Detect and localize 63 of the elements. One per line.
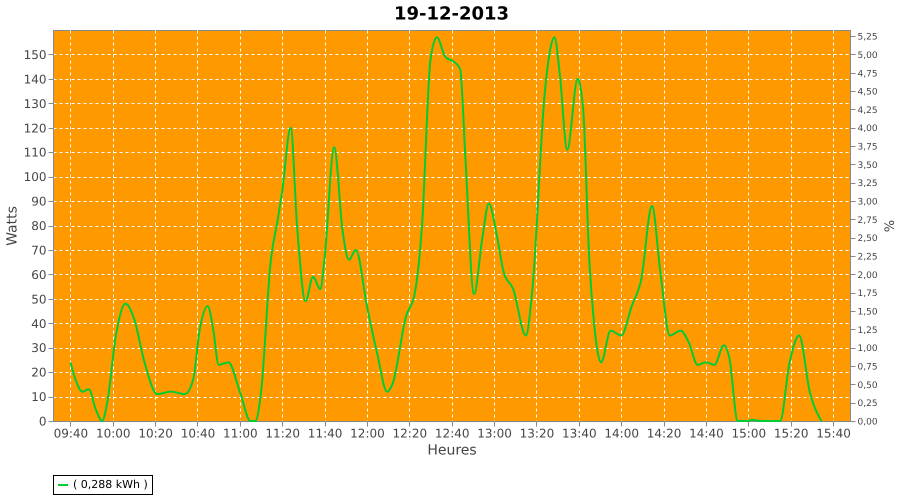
x-tick-label: 10:40 (180, 426, 216, 440)
y-tick-label: 20 (31, 366, 46, 380)
x-tick-label: 13:40 (562, 426, 597, 440)
y2-tick-label: 1,25 (858, 326, 878, 336)
y2-tick-label: 3,25 (858, 179, 878, 190)
y2-tick-label: 2,75 (858, 216, 878, 226)
y2-tick-label: 1,50 (858, 308, 878, 318)
y2-tick-label: 4,50 (858, 88, 878, 98)
y-tick-label: 10 (31, 390, 46, 404)
y2-tick-label: 0,75 (858, 362, 878, 373)
y-tick-label: 40 (31, 316, 46, 331)
y2-tick-label: 2,25 (858, 252, 878, 263)
x-tick-label: 10:20 (138, 426, 173, 440)
chart-title: 19-12-2013 (394, 3, 510, 24)
x-tick-label: 13:20 (520, 426, 554, 440)
y2-tick-label: 5,25 (858, 32, 878, 43)
x-axis-title: Heures (427, 442, 477, 458)
x-tick-label: 13:00 (477, 426, 512, 440)
y2-tick-label: 0,25 (858, 399, 878, 410)
y-tick-label: 150 (24, 48, 46, 62)
y2-tick-label: 5,00 (858, 50, 878, 61)
x-tick-label: 11:40 (308, 426, 342, 440)
y2-tick-label: 3,75 (858, 142, 878, 153)
y2-tick-label: 4,00 (858, 124, 878, 134)
x-tick-label: 12:00 (350, 426, 385, 440)
y2-tick-label: 4,25 (858, 106, 878, 116)
y-tick-label: 140 (24, 72, 46, 86)
y-tick-label: 80 (31, 219, 46, 233)
x-tick-label: 15:20 (774, 426, 808, 440)
y-tick-label: 0 (38, 414, 46, 428)
y-tick-label: 130 (24, 96, 46, 111)
x-tick-label: 14:20 (646, 426, 682, 440)
y2-tick-label: 1,75 (858, 289, 878, 300)
x-tick-label: 11:20 (265, 426, 300, 440)
x-tick-label: 15:00 (732, 426, 766, 440)
line-series (69, 36, 822, 422)
y2-tick-label: 0,00 (858, 418, 878, 428)
y2-tick-label: 3,00 (858, 198, 878, 208)
y-tick-label: 110 (24, 146, 46, 160)
y2-tick-label: 2,50 (858, 234, 878, 244)
y2-tick-label: 4,75 (858, 69, 878, 80)
y-tick-label: 50 (31, 292, 46, 306)
y-tick-label: 60 (31, 268, 46, 282)
legend-label: ( 0,288 kWh ) (73, 478, 148, 491)
y-tick-label: 120 (24, 121, 46, 136)
x-tick-label: 09:40 (54, 426, 88, 440)
y-tick-label: 90 (31, 194, 46, 209)
y2-tick-label: 1,00 (858, 344, 878, 354)
y-axis-title: Watts (4, 206, 21, 246)
y2-tick-label: 2,00 (858, 270, 878, 281)
x-tick-label: 12:20 (392, 426, 428, 440)
y2-tick-label: 0,50 (858, 380, 878, 391)
x-tick-label: 15:40 (816, 426, 851, 440)
y-tick-label: 100 (24, 170, 46, 184)
x-tick-label: 14:00 (604, 426, 639, 440)
x-tick-label: 11:00 (223, 426, 258, 440)
y-tick-label: 30 (31, 341, 46, 356)
y2-tick-label: 3,50 (858, 160, 878, 171)
x-tick-label: 10:00 (96, 426, 131, 440)
x-tick-label: 14:40 (689, 426, 724, 440)
x-tick-label: 12:40 (434, 426, 470, 440)
y-tick-label: 70 (31, 243, 46, 258)
y2-axis-title: % (880, 220, 896, 232)
